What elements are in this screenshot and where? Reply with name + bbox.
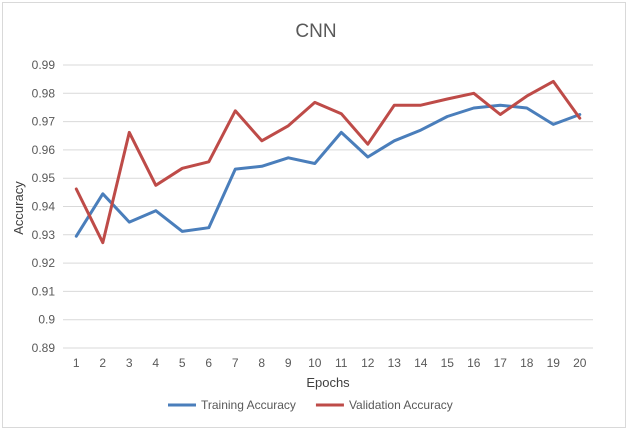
x-axis-label: Epochs	[306, 375, 350, 390]
legend-label-validation-accuracy: Validation Accuracy	[349, 398, 453, 412]
legend-label-training-accuracy: Training Accuracy	[201, 398, 296, 412]
y-tick-label: 0.96	[32, 143, 56, 157]
y-tick-label: 0.89	[32, 341, 56, 355]
x-tick-label: 17	[494, 356, 508, 370]
x-tick-label: 20	[573, 356, 587, 370]
x-tick-label: 15	[441, 356, 455, 370]
chart-title: CNN	[295, 21, 336, 42]
x-tick-label: 18	[520, 356, 534, 370]
x-tick-label: 14	[414, 356, 428, 370]
y-tick-label: 0.97	[32, 115, 56, 129]
y-tick-label: 0.9	[38, 313, 55, 327]
y-axis-label: Accuracy	[11, 181, 26, 235]
x-tick-label: 12	[361, 356, 375, 370]
x-tick-label: 8	[258, 356, 265, 370]
y-tick-label: 0.94	[32, 200, 56, 214]
x-tick-label: 19	[547, 356, 561, 370]
series-line-validation-accuracy	[74, 79, 582, 245]
y-tick-label: 0.95	[32, 171, 56, 185]
legend: Training Accuracy Validation Accuracy	[168, 398, 453, 412]
x-tick-labels: 1 2 3 4 5 6 7 8 9 10 11 12 13 14 15 16 17 18 19 20	[73, 356, 587, 370]
x-tick-label: 1	[73, 356, 80, 370]
x-tick-label: 2	[99, 356, 106, 370]
series-lines	[74, 79, 582, 245]
y-tick-label: 0.98	[32, 86, 56, 100]
line-chart: CNN Accuracy Epochs 0.890.90.910.920.930…	[11, 21, 593, 412]
x-tick-label: 11	[335, 356, 348, 370]
y-tick-label: 0.92	[32, 256, 56, 270]
x-tick-label: 9	[285, 356, 292, 370]
x-tick-label: 10	[308, 356, 322, 370]
x-tick-label: 3	[126, 356, 133, 370]
y-tick-label: 0.91	[32, 284, 56, 298]
y-tick-label: 0.93	[32, 228, 56, 242]
x-tick-label: 6	[205, 356, 212, 370]
x-tick-label: 5	[179, 356, 186, 370]
chart-frame: CNN Accuracy Epochs 0.89 0.9 0.91 0.92 0.93 0…	[2, 2, 626, 428]
y-tick-label: 0.99	[32, 58, 56, 72]
x-tick-label: 16	[467, 356, 481, 370]
y-tick-labels: 0.89 0.9 0.91 0.92 0.93 0.94 0.95 0.96 0.97 0.98 0…	[32, 58, 56, 355]
series-line-training-accuracy	[74, 103, 582, 238]
x-tick-label: 4	[152, 356, 159, 370]
x-tick-label: 7	[232, 356, 239, 370]
x-tick-label: 13	[388, 356, 402, 370]
